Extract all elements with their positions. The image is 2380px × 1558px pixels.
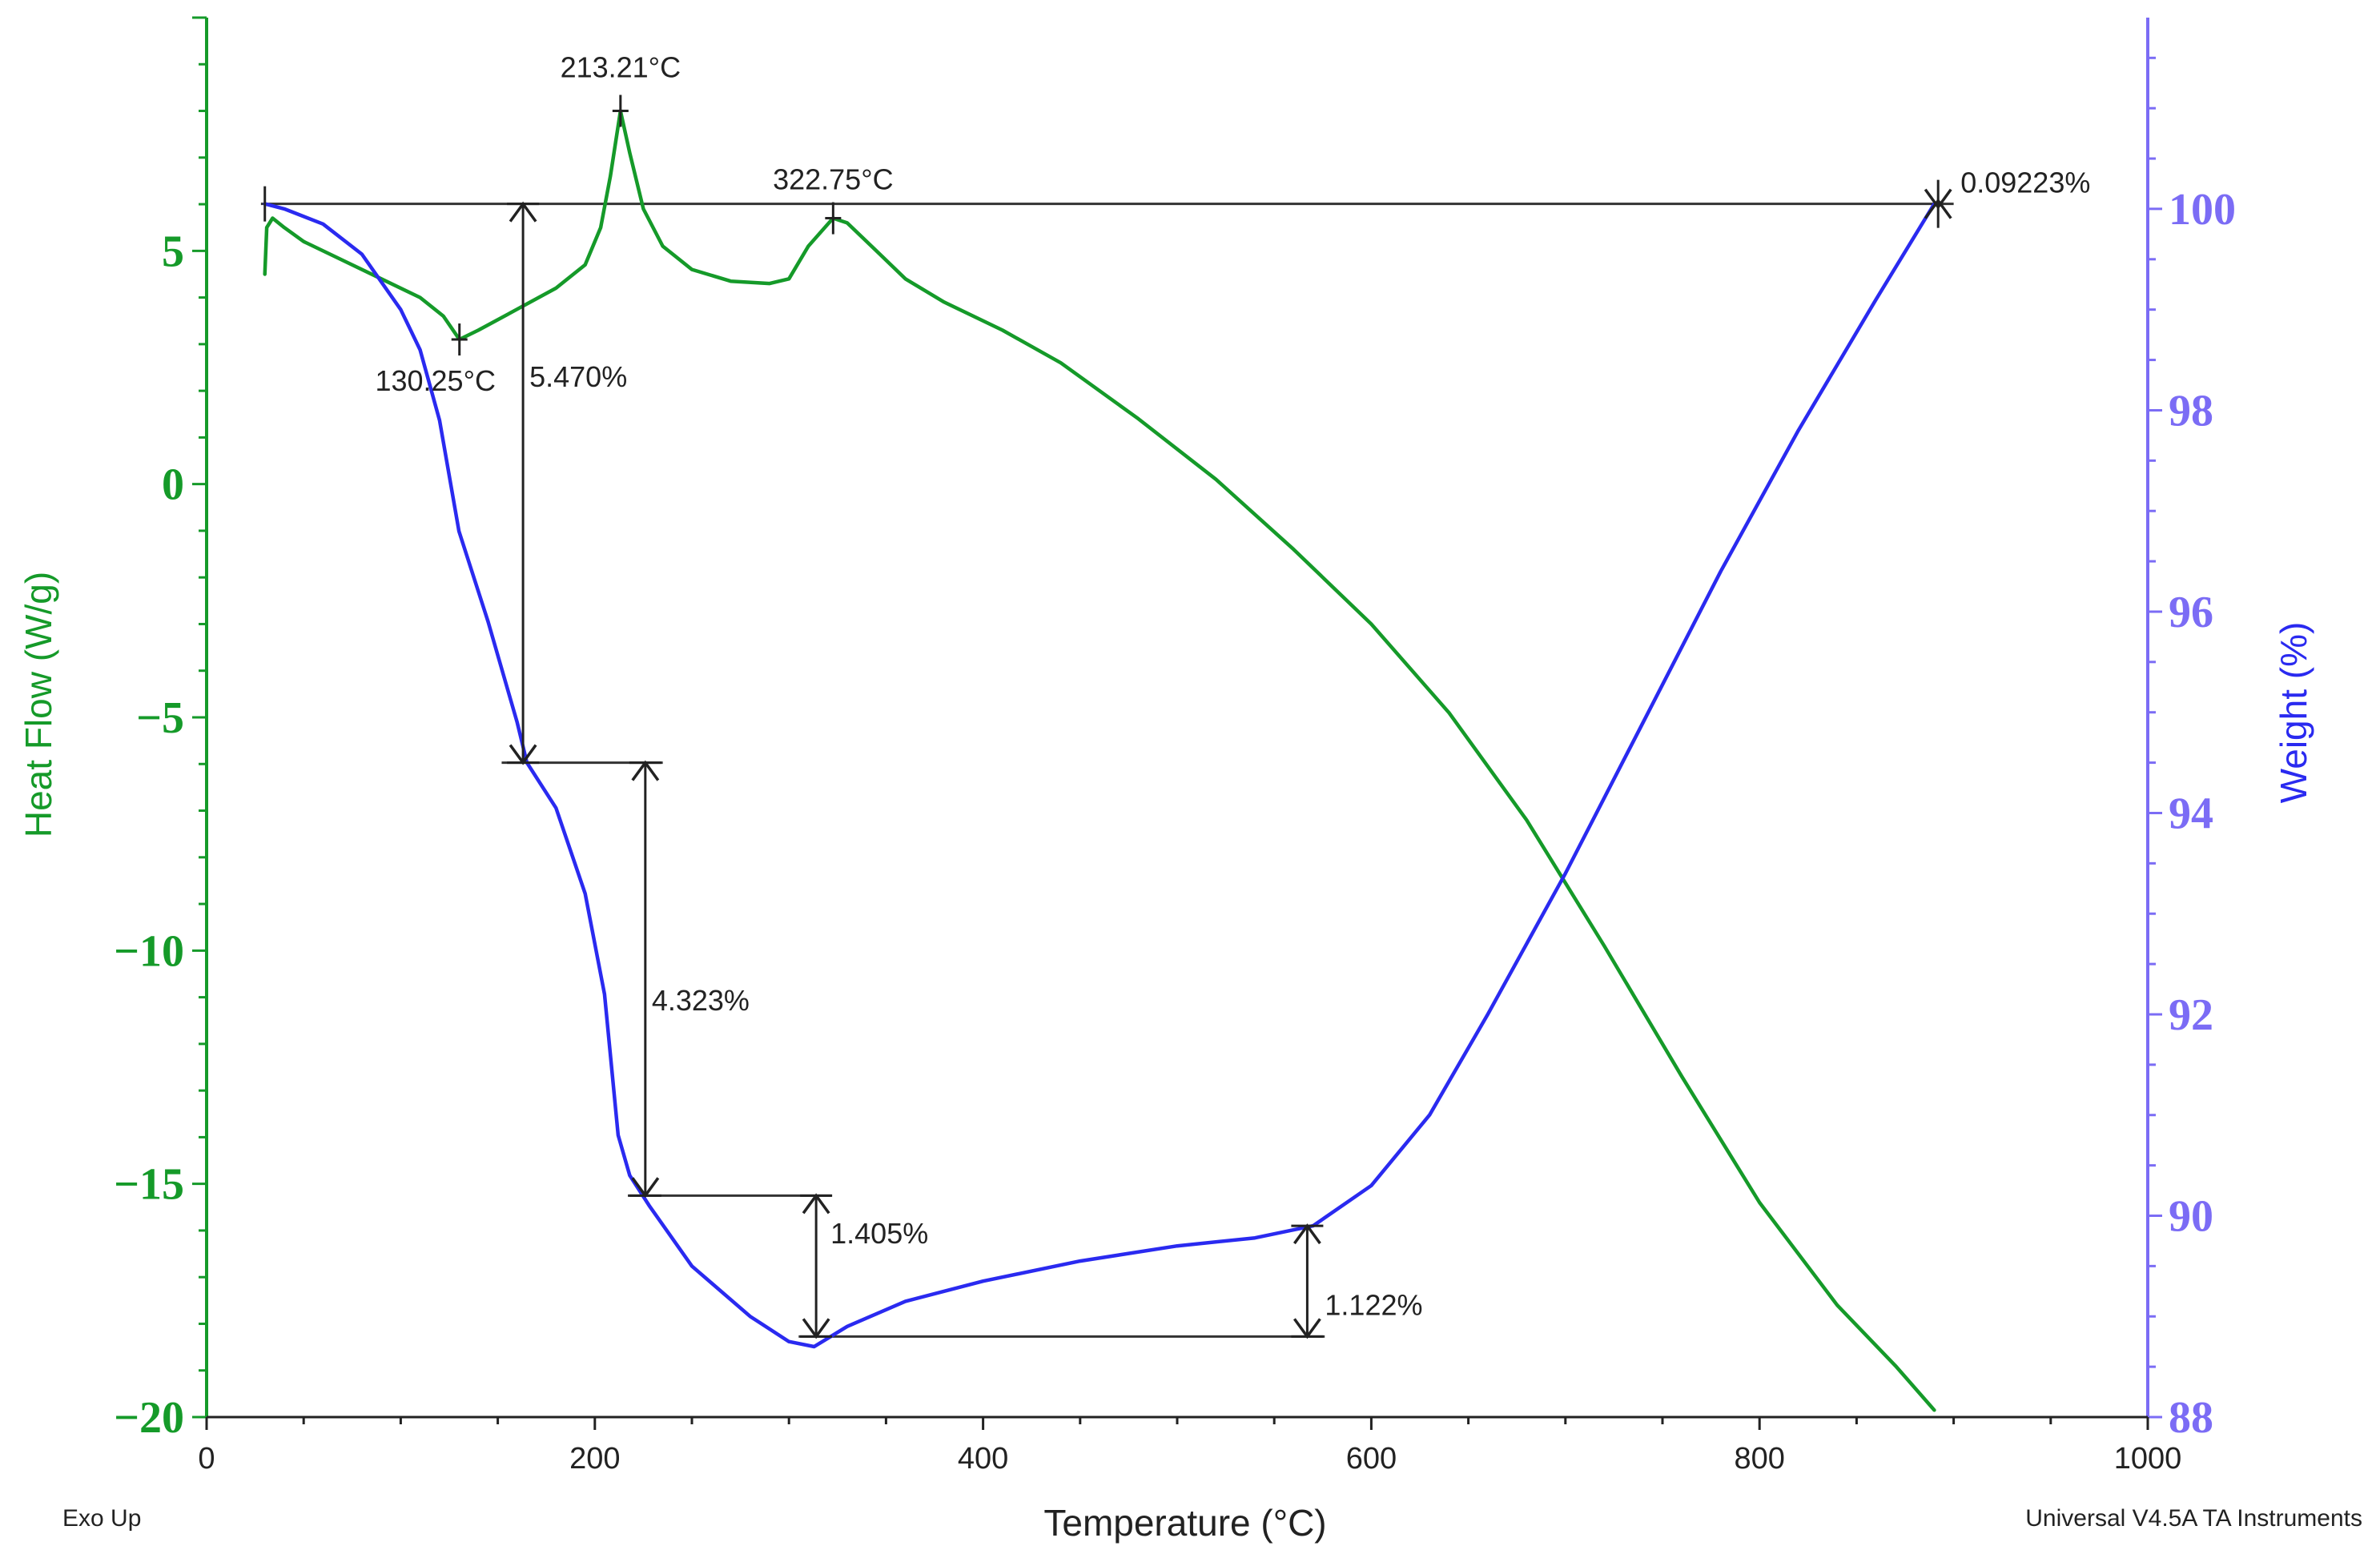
weight-step-label: 5.470% bbox=[529, 360, 627, 393]
footer-exo-up: Exo Up bbox=[62, 1505, 141, 1532]
reference-lines bbox=[260, 203, 1954, 1338]
weight-step-label: 0.09223% bbox=[1960, 167, 2090, 199]
y-left-tick-label: 0 bbox=[162, 460, 184, 510]
y-left-tick-label: −20 bbox=[114, 1393, 184, 1443]
y-right-tick-label: 96 bbox=[2169, 588, 2213, 637]
y-left-tick-label: −5 bbox=[136, 693, 184, 743]
x-tick-label: 1000 bbox=[2114, 1442, 2182, 1476]
annotations: 213.21°C 322.75°C 130.25°C 5.470% 4.323% 1.40… bbox=[263, 51, 2090, 1339]
y-right-tick-label: 98 bbox=[2169, 386, 2213, 436]
y-right-tick-label: 92 bbox=[2169, 990, 2213, 1040]
x-tick-label: 600 bbox=[1346, 1442, 1397, 1476]
y-axis-left-label: Heat Flow (W/g) bbox=[18, 572, 59, 837]
y-left-tick-label: 5 bbox=[162, 227, 184, 276]
weight-step-label: 1.122% bbox=[1325, 1289, 1422, 1322]
peak-label: 213.21°C bbox=[561, 51, 681, 84]
y-right-tick-label: 94 bbox=[2169, 789, 2213, 838]
y-right-tick-label: 90 bbox=[2169, 1191, 2213, 1241]
footer-instrument: Universal V4.5A TA Instruments bbox=[2025, 1505, 2362, 1532]
weight-step-label: 1.405% bbox=[830, 1217, 928, 1250]
heat-flow-series bbox=[263, 109, 1936, 1412]
axes: 5 0 −5 −10 −15 −20 100 98 96 94 92 90 88 0 200 400 600 80… bbox=[114, 16, 2236, 1476]
y-axis-right-label: Weight (%) bbox=[2273, 622, 2314, 804]
y-right-tick-label: 88 bbox=[2169, 1393, 2213, 1443]
peak-label: 322.75°C bbox=[773, 163, 894, 196]
peak-label: 130.25°C bbox=[375, 364, 496, 397]
weight-step-label: 4.323% bbox=[652, 984, 750, 1017]
x-tick-label: 0 bbox=[198, 1442, 215, 1476]
y-left-tick-label: −15 bbox=[114, 1160, 184, 1210]
y-left-tick-label: −10 bbox=[114, 926, 184, 976]
x-tick-label: 400 bbox=[958, 1442, 1008, 1476]
y-right-tick-label: 100 bbox=[2169, 185, 2236, 235]
x-axis-label: Temperature (°C) bbox=[1043, 1502, 1326, 1544]
x-tick-label: 800 bbox=[1734, 1442, 1784, 1476]
weight-series bbox=[263, 202, 1936, 1349]
x-tick-label: 200 bbox=[569, 1442, 620, 1476]
series-layer bbox=[263, 109, 1936, 1412]
